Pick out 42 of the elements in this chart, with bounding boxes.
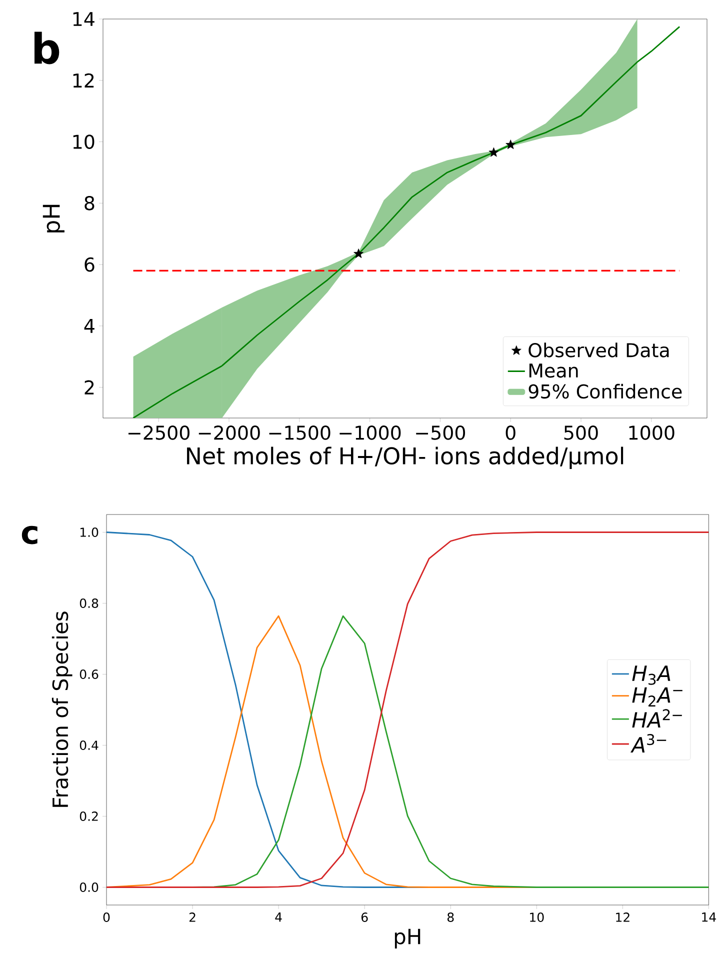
x-tick-label: 6 [361, 912, 368, 922]
y-axis-title: Fraction of Species [52, 612, 72, 807]
y-tick-label: 2 [84, 380, 94, 394]
x-tick-label: 1000 [629, 426, 674, 440]
legend-label: 95% Confidence [528, 384, 682, 399]
y-tick-label: 12 [73, 73, 94, 88]
x-tick-label: 12 [616, 912, 630, 922]
x-tick-label: −2500 [128, 426, 190, 440]
x-tick-label: 0 [506, 426, 516, 440]
text: b [34, 32, 60, 64]
legend-label: A$^{3−}$ [630, 734, 666, 752]
legend-label: Observed Data [528, 342, 669, 358]
y-tick-label: 0.4 [80, 740, 98, 750]
x-tick-label: −500 [416, 426, 466, 440]
y-tick-label: 0.8 [80, 598, 98, 608]
y-axis-title: pH [42, 204, 64, 232]
legend-label: Mean [529, 364, 578, 378]
y-tick-label: 8 [84, 196, 94, 210]
x-tick-label: 10 [530, 912, 544, 922]
y-tick-label: 10 [73, 134, 94, 149]
x-tick-label: 2 [189, 912, 196, 922]
y-tick-label: 6 [84, 257, 94, 272]
x-tick-label: 4 [275, 912, 282, 922]
x-tick-label: −2000 [198, 426, 260, 440]
y-tick-label: 14 [73, 12, 94, 26]
y-tick-label: 0.0 [80, 882, 98, 892]
x-tick-label: −1500 [269, 426, 330, 440]
x-tick-label: 500 [564, 426, 598, 440]
x-tick-label: 0 [103, 912, 110, 922]
legend-label: H$_{2}$A$^{−}$ [632, 687, 682, 706]
x-tick-label: 14 [702, 912, 716, 922]
y-tick-label: 1.0 [80, 528, 98, 537]
y-tick-label: 4 [84, 319, 94, 333]
legend-label: H$_{3}$A [632, 666, 670, 685]
text: c [22, 526, 38, 544]
legend-label: HA$^{2−}$ [632, 709, 682, 728]
y-tick-label: 0.6 [80, 670, 98, 679]
x-tick-label: 8 [447, 912, 454, 922]
x-axis-title: Net moles of H+/OH- ions added/µmol [187, 446, 624, 469]
x-axis-title: pH [394, 928, 420, 949]
x-tick-label: −1000 [340, 426, 401, 440]
y-tick-label: 0.2 [80, 812, 98, 821]
